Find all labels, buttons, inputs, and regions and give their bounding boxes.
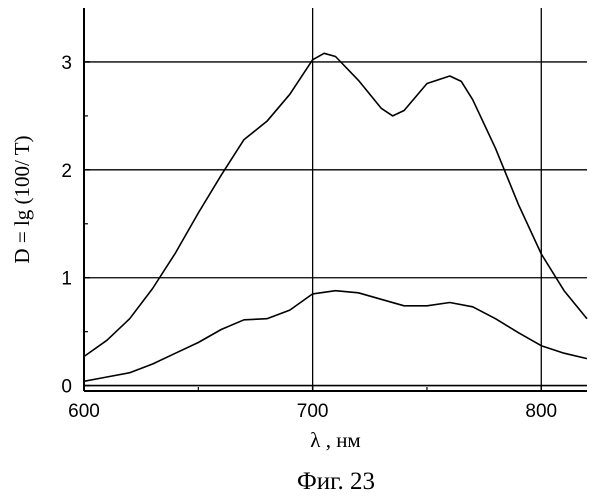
y-tick-label-3: 3 — [61, 53, 72, 74]
y-tick-label-2: 2 — [61, 161, 72, 182]
y-tick-label-1: 1 — [61, 269, 72, 290]
x-axis-label: λ , нм — [310, 428, 360, 452]
grid — [84, 8, 587, 391]
series-line-1 — [84, 53, 587, 356]
y-axis-label: D = lg (100/ T) — [10, 135, 34, 263]
series-layer — [84, 53, 587, 385]
x-tick-label-600: 600 — [68, 401, 100, 422]
series-line-2 — [84, 291, 587, 382]
figure-caption: Фиг. 23 — [297, 468, 375, 495]
x-tick-label-700: 700 — [297, 401, 329, 422]
x-tick-label-800: 800 — [525, 401, 557, 422]
tick-labels: 600 700 800 0 1 2 3 — [61, 53, 557, 422]
y-tick-label-0: 0 — [61, 377, 72, 398]
axes — [84, 8, 587, 391]
